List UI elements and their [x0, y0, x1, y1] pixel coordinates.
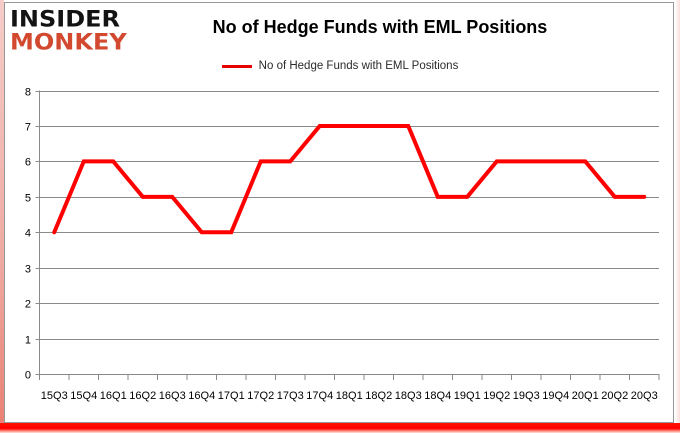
red-glow-bottom: [0, 423, 680, 433]
chart-title: No of Hedge Funds with EML Positions: [212, 17, 548, 37]
chart-card: [4, 2, 674, 423]
x-tick-label: 17Q1: [218, 390, 245, 402]
series-line-hedge-funds: [52, 123, 647, 235]
x-tick-label: 16Q1: [100, 390, 127, 402]
x-tick-label: 20Q2: [601, 390, 628, 402]
x-tick-label: 19Q4: [542, 390, 569, 402]
y-tick-label: 5: [25, 193, 31, 205]
y-tick-label: 8: [25, 87, 31, 99]
legend-line-marker: [221, 64, 252, 68]
x-tick-label: 15Q3: [41, 390, 68, 402]
x-tick-label: 20Q3: [631, 390, 658, 402]
x-tick-label: 16Q3: [159, 390, 186, 402]
x-tick-label: 16Q4: [188, 390, 215, 402]
x-tick-label: 19Q2: [483, 390, 510, 402]
x-tick-label: 18Q2: [365, 390, 392, 402]
y-tick-label: 2: [25, 299, 31, 311]
x-tick-label: 18Q1: [336, 390, 363, 402]
y-tick-label: 6: [25, 157, 31, 169]
x-tick-label: 15Q4: [70, 390, 97, 402]
x-tick-label: 17Q4: [306, 390, 333, 402]
y-tick-label: 1: [25, 335, 31, 347]
legend: No of Hedge Funds with EML Positions: [0, 60, 680, 72]
x-tick-label: 16Q2: [129, 390, 156, 402]
y-tick-label: 3: [25, 264, 31, 276]
y-tick-label: 4: [25, 228, 31, 240]
legend-label: No of Hedge Funds with EML Positions: [258, 60, 459, 72]
logo-word-insider: INSIDER: [10, 6, 121, 32]
x-tick-label: 17Q3: [277, 390, 304, 402]
red-glow-right: [675, 0, 680, 433]
x-tick-label: 17Q2: [247, 390, 274, 402]
x-tick-label: 20Q1: [572, 390, 599, 402]
logo-word-monkey: MONKEY: [10, 29, 127, 55]
y-tick-label: 0: [25, 370, 31, 382]
x-tick-label: 19Q3: [513, 390, 540, 402]
x-tick-label: 18Q4: [424, 390, 451, 402]
y-tick-label: 7: [25, 122, 31, 134]
red-glow-left: [0, 0, 4, 433]
x-tick-label: 18Q3: [395, 390, 422, 402]
x-tick-label: 19Q1: [454, 390, 481, 402]
insider-monkey-logo: INSIDER MONKEY: [10, 8, 127, 55]
